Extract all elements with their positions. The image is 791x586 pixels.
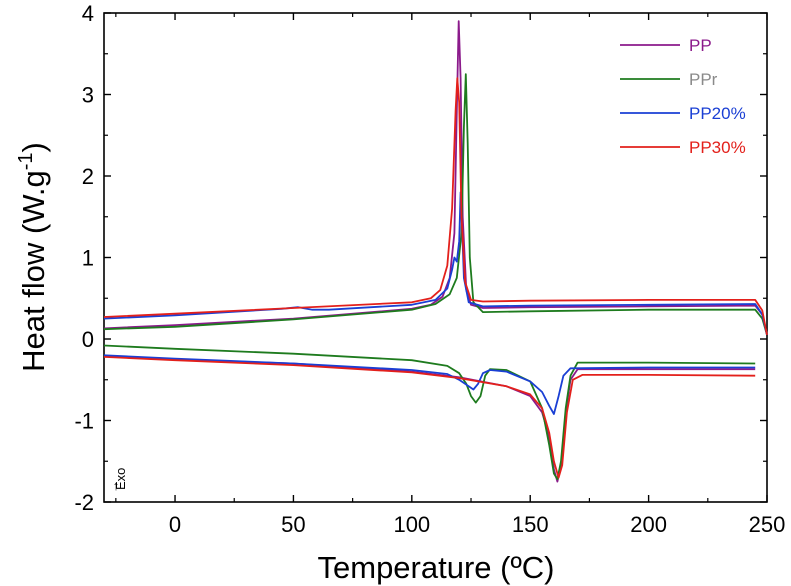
series-layer [103,20,768,483]
x-tick-label: 100 [393,512,430,537]
series-ppr-heating-line [103,344,756,481]
y-tick-label: 3 [82,83,94,108]
series-pp30pct-heating-line [103,356,756,479]
x-tick-label: 150 [512,512,549,537]
legend: PP PPr PP20% PP30% [620,36,746,157]
y-tick-label: -2 [74,490,94,515]
series-pp20pct-heating-line [103,354,756,415]
y-tick-label: 2 [82,164,94,189]
y-tick-label: 0 [82,327,94,352]
y-axis: -2 -1 0 1 2 3 4 [74,1,767,515]
exo-annotation: ↑ Exo [113,468,128,493]
series-pp20pct-cooling-line [103,191,768,336]
series-pp-cooling-line [103,20,768,336]
y-tick-label: 4 [82,1,94,26]
y-axis-title: Heat flow (W.g-1) [15,142,51,372]
x-tick-label: 50 [281,512,305,537]
y-tick-label: -1 [74,409,94,434]
y-axis-title-end: ) [16,142,51,152]
series-ppr-cooling-line [103,73,768,336]
y-axis-title-sup: -1 [15,152,37,170]
legend-pp-label: PP [689,36,712,55]
x-tick-label: 0 [169,512,181,537]
x-axis-title: Temperature (ºC) [318,550,555,585]
legend-pp30pct-label: PP30% [689,138,746,157]
plot-frame [103,12,768,503]
legend-ppr-label: PPr [689,70,718,89]
y-tick-label: 1 [82,246,94,271]
x-tick-label: 200 [630,512,667,537]
y-axis-title-base: Heat flow (W.g [16,170,51,372]
exo-label: Exo [113,468,128,490]
exo-arrow: ↑ [113,478,120,493]
series-pp30pct-cooling-line [103,77,768,336]
x-tick-label: 250 [749,512,786,537]
x-axis: 0 50 100 150 200 250 [115,13,786,537]
legend-pp20pct-label: PP20% [689,104,746,123]
